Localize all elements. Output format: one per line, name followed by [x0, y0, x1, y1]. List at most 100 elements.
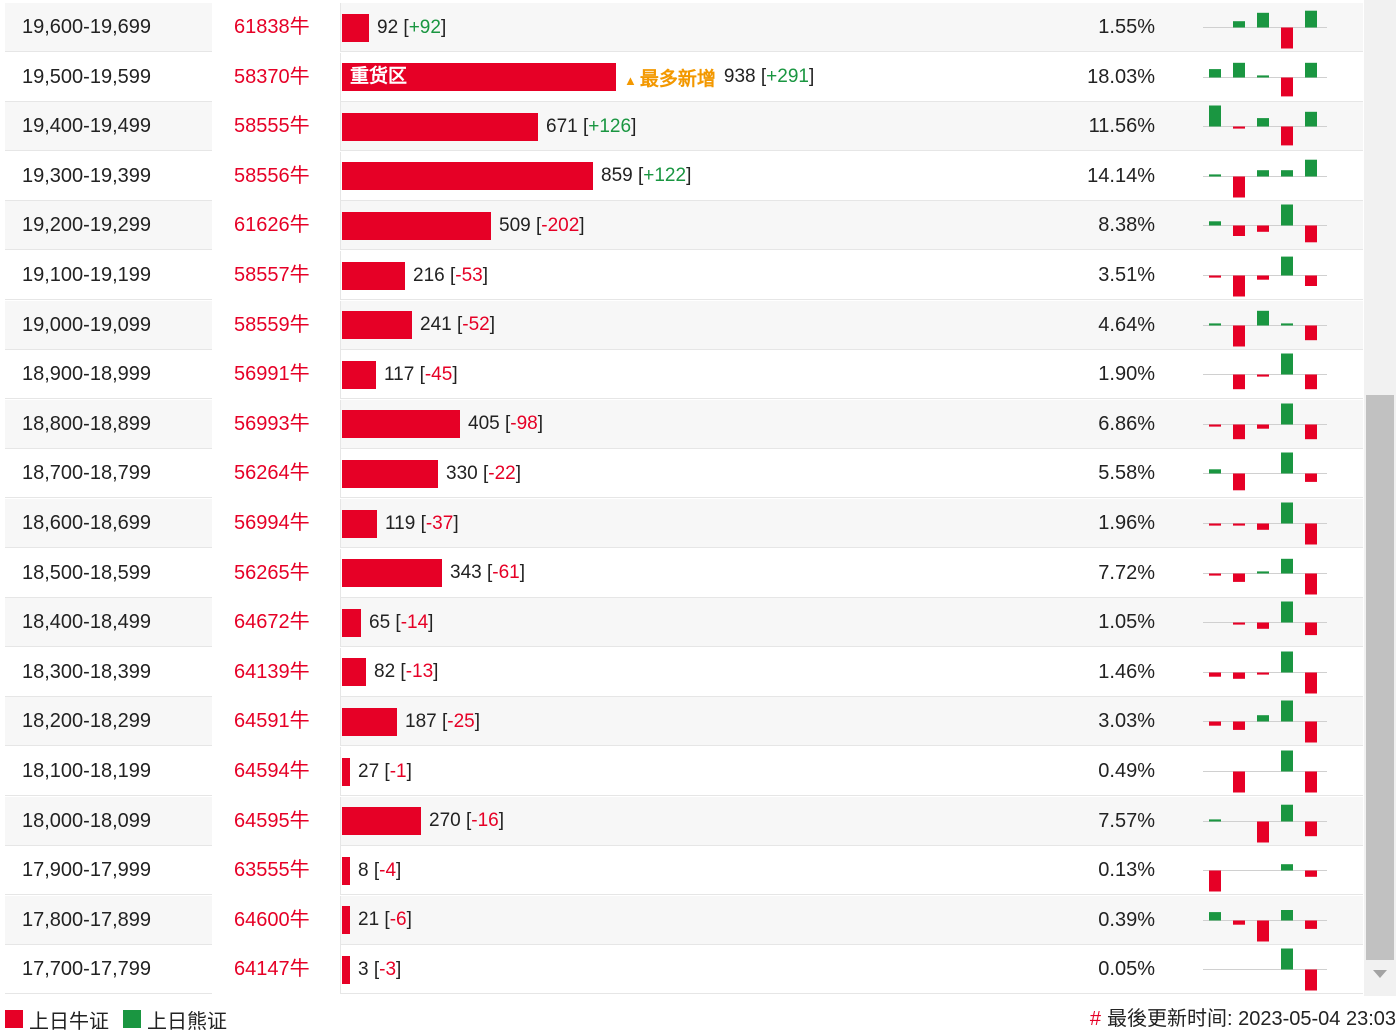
- cbbc-code-link[interactable]: 61626牛: [212, 201, 341, 251]
- sparkline-bar-bear: [1281, 750, 1293, 772]
- table-row[interactable]: 18,100-18,199 64594牛 27 [-1] 0.49%: [5, 747, 1363, 796]
- history-sparkline: [1203, 948, 1327, 991]
- quantity-bar: [342, 311, 412, 340]
- table-row[interactable]: 18,000-18,099 64595牛 270 [-16] 7.57%: [5, 796, 1363, 846]
- strike-range: 19,400-19,499: [22, 115, 152, 138]
- history-sparkline: [1203, 105, 1327, 146]
- history-sparkline: [1203, 909, 1327, 942]
- sparkline-bar-bear: [1281, 502, 1293, 524]
- percentage: 1.55%: [1098, 16, 1155, 38]
- quantity-change: +122: [643, 165, 687, 187]
- table-row[interactable]: 17,700-17,799 64147牛 3 [-3] 0.05%: [5, 945, 1363, 995]
- quantity-text: 938 [+291]: [723, 66, 815, 88]
- percentage: 1.05%: [1098, 611, 1155, 634]
- sparkline-bar-bull: [1257, 523, 1269, 530]
- cbbc-code-link[interactable]: 56265牛: [212, 548, 341, 598]
- quantity-text: 187 [-25]: [405, 710, 481, 732]
- scroll-down-arrow-icon[interactable]: [1373, 970, 1387, 978]
- sparkline-bar-bull: [1305, 275, 1317, 286]
- table-row[interactable]: 18,300-18,399 64139牛 82 [-13] 1.46%: [5, 647, 1363, 697]
- strike-range: 19,000-19,099: [22, 313, 152, 336]
- table-row[interactable]: 18,700-18,799 56264牛 330 [-22] 5.58%: [5, 449, 1363, 499]
- table-row[interactable]: 19,100-19,199 58557牛 216 [-53] 3.51%: [5, 251, 1363, 300]
- cbbc-code-link[interactable]: 61838牛: [212, 3, 341, 52]
- quantity-bar: [342, 757, 350, 786]
- table-row[interactable]: 18,900-18,999 56991牛 117 [-45] 1.90%: [5, 350, 1363, 400]
- sparkline-bar-bear: [1281, 700, 1293, 722]
- sparkline-bar-bull: [1305, 771, 1317, 793]
- percentage: 1.90%: [1098, 363, 1155, 386]
- table-row[interactable]: 19,500-19,599 58370牛 重货区 ▲ 最多新增 938 [+291] 18.…: [5, 52, 1363, 102]
- sparkline-bar-bear: [1209, 174, 1221, 177]
- history-sparkline: [1203, 204, 1327, 243]
- vertical-scrollbar[interactable]: [1364, 0, 1396, 996]
- sparkline-bar-bull: [1257, 821, 1269, 843]
- quantity-change: -3: [379, 958, 397, 980]
- cbbc-code-link[interactable]: 64591牛: [212, 697, 341, 747]
- quantity-bar-cell: 270 [-16]: [342, 797, 504, 846]
- history-sparkline: [1203, 700, 1327, 743]
- cbbc-code-link[interactable]: 58559牛: [212, 300, 341, 350]
- table-row[interactable]: 18,200-18,299 64591牛 187 [-25] 3.03%: [5, 697, 1363, 747]
- cbbc-code-link[interactable]: 58556牛: [212, 151, 341, 201]
- cbbc-code-link[interactable]: 64600牛: [212, 895, 341, 945]
- legend: 上日牛证 上日熊证: [5, 1006, 241, 1033]
- quantity-change: -16: [471, 810, 499, 832]
- sparkline-bar-bull: [1257, 622, 1269, 629]
- quantity-value: 92: [377, 16, 399, 38]
- percentage: 0.39%: [1098, 908, 1155, 931]
- quantity-change: +291: [766, 66, 809, 88]
- cbbc-code-link[interactable]: 56993牛: [212, 399, 341, 449]
- cbbc-code-link[interactable]: 58555牛: [212, 102, 341, 152]
- percentage: 0.05%: [1098, 958, 1155, 981]
- cbbc-code-link[interactable]: 64147牛: [212, 945, 341, 995]
- sparkline-bar-bear: [1257, 169, 1269, 177]
- cbbc-code-link[interactable]: 58370牛: [212, 52, 341, 102]
- history-sparkline: [1203, 10, 1327, 49]
- strike-range: 17,800-17,899: [22, 908, 152, 931]
- table-row[interactable]: 18,400-18,499 64672牛 65 [-14] 1.05%: [5, 598, 1363, 648]
- cbbc-code-link[interactable]: 56991牛: [212, 350, 341, 400]
- sparkline-bar-bear: [1257, 118, 1269, 127]
- quantity-text: 3 [-3]: [358, 958, 402, 980]
- quantity-bar: [342, 608, 361, 637]
- sparkline-bar-bull: [1257, 920, 1269, 942]
- quantity-bar-cell: 343 [-61]: [342, 549, 525, 598]
- cbbc-code-link[interactable]: 64595牛: [212, 796, 341, 846]
- sparkline-bar-bear: [1257, 74, 1269, 78]
- quantity-value: 21: [358, 909, 380, 931]
- quantity-value: 187: [405, 710, 437, 732]
- quantity-value: 343: [450, 562, 482, 584]
- table-row[interactable]: 18,500-18,599 56265牛 343 [-61] 7.72%: [5, 548, 1363, 598]
- quantity-text: 82 [-13]: [374, 661, 439, 683]
- cbbc-code-link[interactable]: 64139牛: [212, 647, 341, 697]
- cbbc-code-link[interactable]: 64594牛: [212, 747, 341, 796]
- strike-range: 19,200-19,299: [22, 214, 152, 237]
- sparkline-bar-bull: [1257, 225, 1269, 233]
- strike-range: 18,800-18,899: [22, 412, 152, 435]
- table-row[interactable]: 19,000-19,099 58559牛 241 [-52] 4.64%: [5, 300, 1363, 350]
- cbbc-code-link[interactable]: 56264牛: [212, 449, 341, 499]
- table-row[interactable]: 19,200-19,299 61626牛 509 [-202] 8.38%: [5, 201, 1363, 251]
- percentage: 11.56%: [1088, 115, 1155, 138]
- sparkline-bar-bull: [1257, 275, 1269, 280]
- table-row[interactable]: 19,600-19,699 61838牛 92 [+92] 1.55%: [5, 3, 1363, 52]
- quantity-text: 671 [+126]: [546, 115, 637, 137]
- table-row[interactable]: 19,400-19,499 58555牛 671 [+126] 11.56%: [5, 102, 1363, 152]
- table-row[interactable]: 17,900-17,999 63555牛 8 [-4] 0.13%: [5, 846, 1363, 896]
- table-row[interactable]: 18,600-18,699 56994牛 119 [-37] 1.96%: [5, 499, 1363, 548]
- sparkline-bar-bear: [1209, 221, 1221, 226]
- scrollbar-thumb[interactable]: [1366, 395, 1394, 960]
- table-row[interactable]: 19,300-19,399 58556牛 859 [+122] 14.14%: [5, 151, 1363, 201]
- history-sparkline: [1203, 651, 1327, 694]
- table-row[interactable]: 17,800-17,899 64600牛 21 [-6] 0.39%: [5, 895, 1363, 945]
- sparkline-bar-bull: [1209, 870, 1221, 892]
- table-row[interactable]: 18,800-18,899 56993牛 405 [-98] 6.86%: [5, 399, 1363, 449]
- cbbc-code-link[interactable]: 64672牛: [212, 598, 341, 648]
- cbbc-code-link[interactable]: 56994牛: [212, 499, 341, 548]
- sparkline-bar-bull: [1209, 424, 1221, 427]
- cbbc-code-link[interactable]: 63555牛: [212, 846, 341, 896]
- cbbc-code-link[interactable]: 58557牛: [212, 251, 341, 300]
- history-sparkline: [1203, 62, 1327, 96]
- sparkline-bar-bull: [1233, 473, 1245, 491]
